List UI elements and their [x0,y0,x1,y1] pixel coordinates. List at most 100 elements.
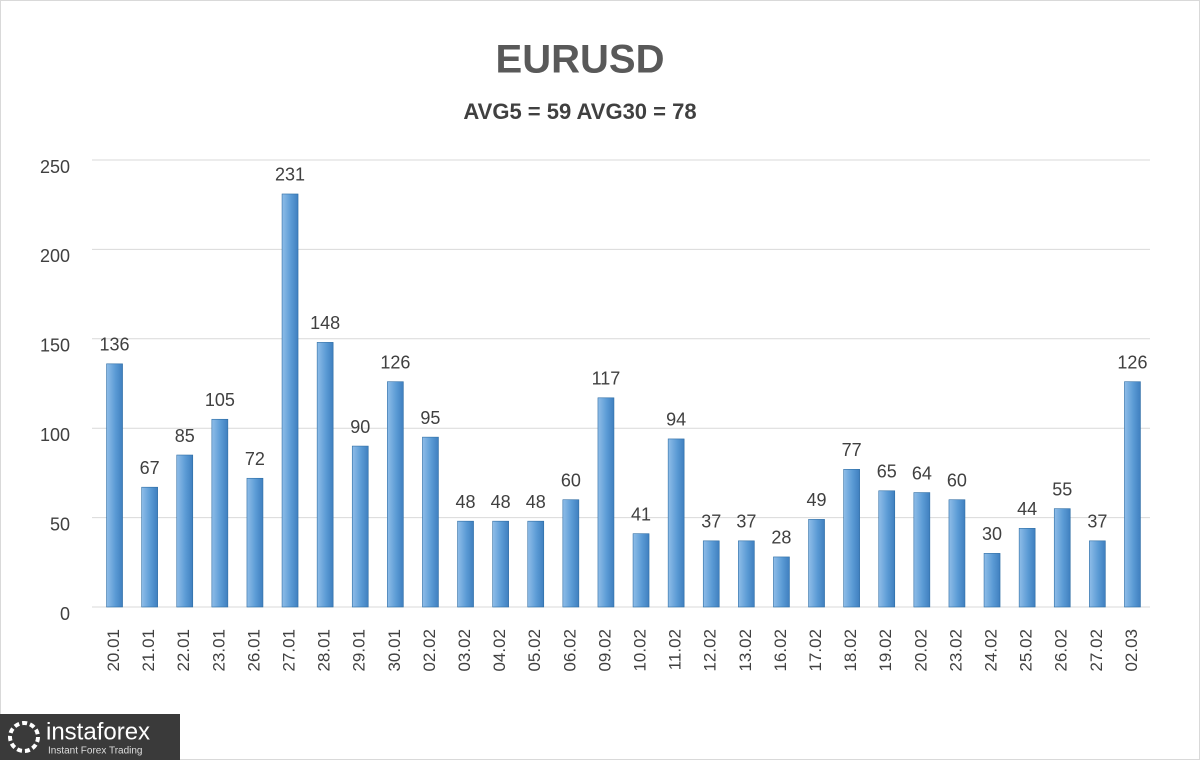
y-tick-label: 50 [50,514,70,534]
x-tick-label: 20.02 [911,629,930,672]
data-label: 41 [631,504,651,524]
data-label: 105 [205,390,235,410]
x-tick-label: 27.02 [1087,629,1106,672]
data-label: 48 [456,492,476,512]
bar [948,499,966,608]
bar [211,418,229,608]
data-label: 117 [592,369,621,389]
data-label: 126 [1117,352,1147,372]
x-tick-label: 23.02 [946,629,965,672]
bar [1018,528,1036,608]
data-label: 148 [310,313,340,333]
bar [983,553,1001,608]
x-tick-label: 28.01 [315,629,334,672]
bar [176,454,194,608]
data-label: 77 [842,440,862,460]
x-tick-label: 05.02 [525,629,544,672]
data-label: 48 [491,492,511,512]
x-tick-label: 10.02 [631,629,650,672]
data-label: 85 [175,426,195,446]
data-label: 60 [561,470,581,490]
data-label: 55 [1052,479,1072,499]
x-tick-label: 06.02 [560,629,579,672]
bar [492,520,509,608]
x-tick-label: 29.01 [350,629,369,672]
x-tick-label: 26.02 [1052,629,1071,672]
y-tick-label: 100 [40,425,70,445]
data-label: 60 [947,470,967,490]
bar [913,492,931,608]
bar [632,533,650,608]
bar [843,469,860,608]
y-tick-label: 150 [40,336,70,356]
x-tick-label: 26.01 [244,629,263,672]
data-label: 67 [140,458,160,478]
bar [702,540,720,608]
logo-icon [8,721,40,753]
data-label: 90 [350,417,370,437]
data-label: 231 [275,165,305,185]
data-label: 95 [420,408,440,428]
bar [1124,381,1141,608]
data-label: 28 [771,528,791,548]
data-label: 37 [1087,512,1107,532]
x-tick-label: 12.02 [701,629,720,672]
x-tick-label: 02.03 [1122,629,1141,672]
bar [878,490,896,608]
data-label: 64 [912,463,932,483]
bar [773,556,790,608]
bar [562,499,580,608]
data-label: 48 [526,492,546,512]
bar [527,520,545,608]
x-tick-label: 22.01 [174,629,193,672]
y-tick-label: 250 [40,157,70,177]
bar [808,519,825,608]
data-label: 37 [736,512,756,532]
x-tick-label: 09.02 [595,629,614,672]
logo-brand: instaforex [46,718,150,745]
y-tick-label: 0 [60,604,70,624]
y-tick-label: 200 [40,246,70,266]
bar [1089,540,1106,608]
x-tick-label: 18.02 [841,629,860,672]
data-label: 94 [666,410,686,430]
x-tick-label: 11.02 [666,629,685,670]
data-label: 37 [701,512,721,532]
bar [667,438,685,608]
x-tick-label: 23.01 [209,629,228,672]
bar [457,520,474,608]
data-label: 72 [245,449,265,469]
x-tick-label: 16.02 [771,629,790,672]
bar [351,445,369,608]
x-tick-label: 04.02 [490,629,509,672]
x-tick-label: 03.02 [455,629,474,672]
data-label: 49 [807,490,827,510]
x-tick-label: 17.02 [806,629,825,672]
data-label: 126 [380,352,410,372]
bar [141,486,158,608]
x-tick-label: 02.02 [420,629,439,672]
data-label: 44 [1017,499,1037,519]
x-tick-label: 24.02 [982,629,1001,672]
chart-title: EURUSD [496,38,665,82]
x-tick-label: 27.01 [280,629,299,672]
x-tick-label: 13.02 [736,629,755,672]
chart-subtitle: AVG5 = 59 AVG30 = 78 [463,99,696,124]
logo-tagline: Instant Forex Trading [48,746,143,757]
logo-box [0,714,180,760]
x-tick-label: 30.01 [385,629,404,672]
bar [281,193,299,608]
bar [597,397,615,608]
bar [387,381,404,608]
bar [738,540,755,608]
data-label: 30 [982,524,1002,544]
data-label: 65 [877,462,897,482]
x-tick-label: 20.01 [104,629,123,672]
bar [1053,508,1071,608]
x-tick-label: 21.01 [139,629,158,672]
data-label: 136 [100,335,130,355]
bar [246,477,264,608]
